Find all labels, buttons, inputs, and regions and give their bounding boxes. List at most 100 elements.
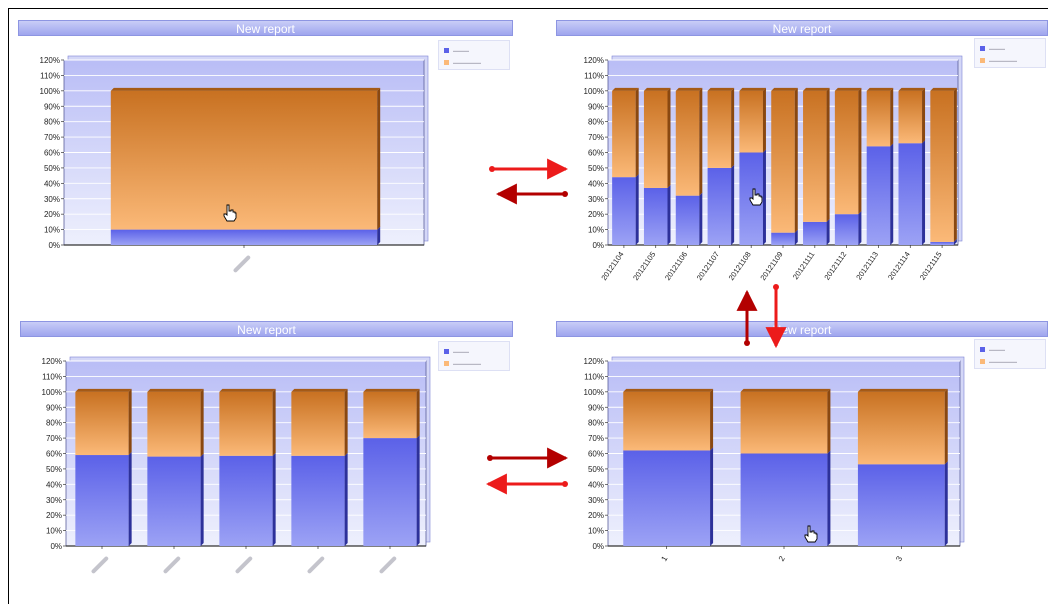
y-tick-label: 80% xyxy=(46,419,62,428)
legend-label-blurred: ▬▬▬▬ xyxy=(989,45,1005,51)
bar-segment-upper[interactable] xyxy=(771,90,795,233)
bar-side xyxy=(635,87,639,178)
bar-side xyxy=(731,164,735,245)
bar-side xyxy=(890,143,894,245)
x-tick-label-blurred xyxy=(379,556,397,574)
bar-segment-lower[interactable] xyxy=(363,438,417,546)
bar-side xyxy=(858,87,862,215)
bar-segment-upper[interactable] xyxy=(291,391,345,456)
bar-segment-upper[interactable] xyxy=(930,90,954,242)
arrow-left-top xyxy=(495,183,568,205)
bar-segment-lower[interactable] xyxy=(623,450,711,546)
bar-segment-lower[interactable] xyxy=(110,229,378,245)
y-tick-label: 90% xyxy=(46,403,62,412)
bar-segment-upper[interactable] xyxy=(75,391,129,456)
bar-top xyxy=(739,87,766,91)
bar-top xyxy=(75,388,132,392)
bar-side xyxy=(128,388,132,456)
legend-label-blurred: ▬▬▬▬ xyxy=(453,348,469,354)
bar-segment-upper[interactable] xyxy=(739,90,763,153)
bar-segment-upper[interactable] xyxy=(834,90,859,215)
y-tick-label: 30% xyxy=(588,195,604,204)
x-tick-label: 2 xyxy=(777,554,787,563)
bar-segment-lower[interactable] xyxy=(75,455,129,546)
y-tick-label: 50% xyxy=(44,164,60,173)
y-tick-label: 40% xyxy=(44,179,60,188)
bar-segment-upper[interactable] xyxy=(219,391,273,456)
y-tick-label: 100% xyxy=(42,388,62,397)
bar-segment-lower[interactable] xyxy=(643,187,668,245)
y-tick-label: 70% xyxy=(44,133,60,142)
y-tick-label: 40% xyxy=(46,480,62,489)
bar-segment-lower[interactable] xyxy=(771,232,795,245)
x-tick-label-blurred xyxy=(91,556,109,574)
y-tick-label: 70% xyxy=(46,434,62,443)
bar-side xyxy=(344,452,348,546)
bar-segment-lower[interactable] xyxy=(707,167,732,245)
report-panel-top-left: New report ▬▬▬▬ ▬▬▬▬▬▬▬ 0% 10% 20% 30% 40% 50… xyxy=(18,20,513,300)
bar-segment-lower[interactable] xyxy=(291,455,345,546)
bar-side xyxy=(710,388,714,451)
bar-segment-upper[interactable] xyxy=(110,90,378,230)
legend-label-blurred: ▬▬▬▬ xyxy=(989,346,1005,352)
bar-side xyxy=(858,211,862,245)
bar-segment-upper[interactable] xyxy=(147,391,201,457)
y-tick-label: 120% xyxy=(42,357,62,366)
x-tick-label: 1 xyxy=(659,554,669,563)
bar-segment-lower[interactable] xyxy=(219,455,273,546)
bar-segment-lower[interactable] xyxy=(898,143,923,245)
y-tick-label: 90% xyxy=(588,403,604,412)
bar-top xyxy=(110,87,381,91)
chart-legend: ▬▬▬▬ ▬▬▬▬▬▬▬ xyxy=(438,40,510,70)
bar-segment-upper[interactable] xyxy=(643,90,668,188)
bar-side xyxy=(667,87,671,188)
bar-segment-upper[interactable] xyxy=(623,391,711,451)
bar-segment-lower[interactable] xyxy=(866,146,891,245)
bar-top xyxy=(707,87,735,91)
chart-svg: 0% 10% 20% 30% 40% 50% 60% 70% 80% 90% 100% 110% 120… xyxy=(42,356,431,574)
bar-segment-upper[interactable] xyxy=(707,90,732,168)
y-tick-label: 20% xyxy=(588,511,604,520)
bar-segment-upper[interactable] xyxy=(740,391,828,454)
y-tick-label: 100% xyxy=(584,388,604,397)
y-tick-label: 40% xyxy=(588,179,604,188)
chart-legend: ▬▬▬▬ ▬▬▬▬▬▬▬ xyxy=(974,339,1046,369)
legend-label-blurred: ▬▬▬▬ xyxy=(453,47,469,53)
bar-segment-lower[interactable] xyxy=(930,241,954,245)
bar-top xyxy=(612,87,639,91)
bar-segment-upper[interactable] xyxy=(898,90,923,144)
bar-segment-lower[interactable] xyxy=(675,195,700,245)
bar-side xyxy=(953,87,957,242)
bar-segment-upper[interactable] xyxy=(803,90,827,222)
bar-side xyxy=(272,388,276,456)
bar-top xyxy=(771,87,798,91)
report-title: New report xyxy=(556,20,1048,36)
y-tick-label: 10% xyxy=(588,226,604,235)
bar-side xyxy=(827,450,831,546)
bar-side xyxy=(762,149,766,245)
y-tick-label: 80% xyxy=(588,419,604,428)
bar-segment-upper[interactable] xyxy=(612,90,636,178)
bar-segment-lower[interactable] xyxy=(803,221,827,245)
y-tick-label: 100% xyxy=(40,87,60,96)
bar-side xyxy=(200,388,204,457)
bar-side xyxy=(710,447,714,546)
bar-top xyxy=(803,87,830,91)
bar-top xyxy=(675,87,703,91)
bar-segment-upper[interactable] xyxy=(363,391,417,439)
y-tick-label: 30% xyxy=(588,496,604,505)
bar-segment-lower[interactable] xyxy=(147,456,201,546)
bar-segment-lower[interactable] xyxy=(857,464,945,546)
y-tick-label: 110% xyxy=(40,71,60,80)
y-tick-label: 60% xyxy=(588,450,604,459)
bar-segment-lower[interactable] xyxy=(612,177,636,245)
bar-side xyxy=(826,218,830,245)
bar-segment-upper[interactable] xyxy=(866,90,891,147)
bar-segment-upper[interactable] xyxy=(857,391,945,465)
bar-segment-upper[interactable] xyxy=(675,90,700,196)
y-tick-label: 120% xyxy=(584,357,604,366)
arrow-up xyxy=(736,289,758,346)
bar-segment-lower[interactable] xyxy=(834,214,859,245)
y-tick-label: 50% xyxy=(46,465,62,474)
